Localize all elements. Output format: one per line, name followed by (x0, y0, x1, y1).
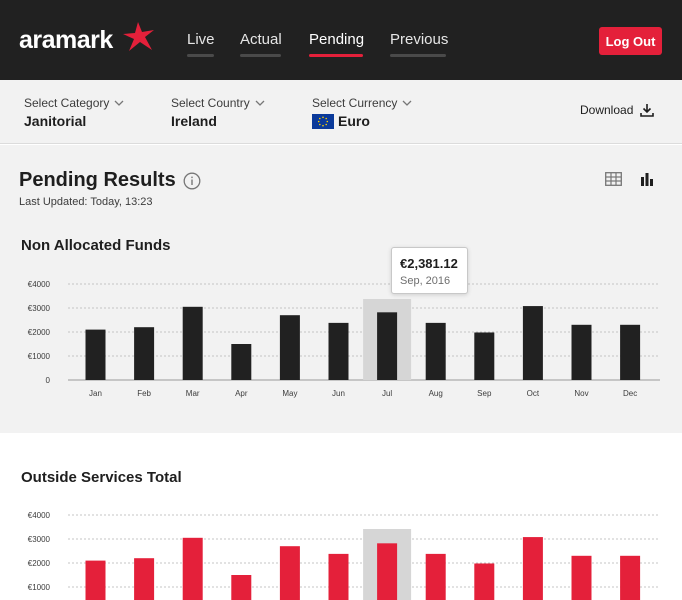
tab-pending[interactable]: Pending (309, 31, 365, 57)
tab-previous[interactable]: Previous (390, 31, 449, 57)
x-tick-label: Nov (574, 389, 588, 398)
y-tick-label: €3000 (28, 535, 51, 544)
results-panel: Pending Results Last Updated: Today, 13:… (0, 145, 682, 433)
y-tick-label: €2000 (28, 559, 51, 568)
tooltip-amount: €2,381.12 (400, 256, 458, 271)
bar-sep (474, 563, 495, 600)
chart-tooltip: €2,381.12 Sep, 2016 (391, 247, 468, 294)
last-updated-text: Last Updated: Today, 13:23 (19, 196, 153, 208)
outside-services-total-chart: €1000 €2000 €3000 €4000 (28, 511, 660, 600)
star-person-icon (123, 22, 154, 51)
tab-actual[interactable]: Actual (240, 31, 282, 57)
aramark-logo[interactable]: aramark (19, 22, 154, 58)
chart-title-outside-services-total: Outside Services Total (21, 469, 182, 486)
bar-dec (620, 324, 641, 380)
category-select-label: Select Category (24, 96, 110, 110)
currency-select[interactable]: Select Currency Euro (312, 96, 412, 129)
bar-jun (328, 553, 349, 600)
tooltip-date: Sep, 2016 (400, 275, 451, 287)
currency-select-value: Euro (338, 113, 370, 129)
tab-underline (390, 54, 446, 57)
bar-jan (85, 560, 106, 600)
tab-underline (187, 54, 214, 57)
category-select-value: Janitorial (24, 113, 87, 129)
bar-nov (571, 555, 592, 600)
country-select-value: Ireland (171, 113, 217, 129)
x-tick-label: Sep (477, 389, 492, 398)
bar-dec (620, 555, 641, 600)
bar-jan (85, 329, 106, 380)
chart-title-non-allocated-funds: Non Allocated Funds (21, 237, 171, 254)
page-title-row: Pending Results (19, 169, 201, 192)
bar-may (279, 546, 300, 600)
x-tick-label: Jan (89, 389, 102, 398)
category-select-label-row: Select Category (24, 96, 124, 110)
bar-apr (231, 575, 252, 600)
download-button[interactable]: Download (580, 103, 655, 117)
x-tick-label: Aug (429, 389, 443, 398)
x-tick-label: Feb (137, 389, 151, 398)
x-tick-label: Mar (186, 389, 200, 398)
bar-apr (231, 344, 252, 380)
chevron-down-icon (402, 100, 412, 106)
chevron-down-icon (255, 100, 265, 106)
currency-select-label: Select Currency (312, 96, 398, 110)
y-tick-label: €2000 (28, 328, 51, 337)
country-select[interactable]: Select Country Ireland (171, 96, 265, 129)
y-tick-label: €1000 (28, 352, 51, 361)
country-select-label-row: Select Country (171, 96, 265, 110)
bar-jul (377, 543, 398, 600)
x-tick-label: Oct (527, 389, 540, 398)
page-title: Pending Results (19, 169, 176, 191)
bar-oct (522, 537, 543, 600)
info-icon[interactable] (183, 172, 201, 190)
bar-sep (474, 332, 495, 380)
currency-select-value-row: Euro (312, 113, 412, 129)
x-tick-label: Jul (382, 389, 392, 398)
tab-actual-label: Actual (240, 31, 282, 48)
table-view-icon[interactable] (605, 172, 622, 186)
y-tick-label: €4000 (28, 511, 51, 520)
tab-live-label: Live (187, 31, 215, 48)
brand-wordmark: aramark (19, 25, 113, 54)
y-tick-label: €3000 (28, 304, 51, 313)
bar-feb (134, 327, 155, 380)
bar-aug (425, 553, 446, 600)
currency-select-label-row: Select Currency (312, 96, 412, 110)
non-allocated-funds-chart: 0 €1000 €2000 €3000 €4000 Jan Feb Mar Apr May Jun J… (28, 280, 660, 398)
logout-button[interactable]: Log Out (599, 27, 662, 55)
tab-underline-active (309, 54, 363, 57)
download-label: Download (580, 103, 634, 117)
tab-live[interactable]: Live (187, 31, 215, 57)
bar-mar (182, 537, 203, 600)
chevron-down-icon (114, 100, 124, 106)
filter-bar: Select Category Janitorial Select Countr… (0, 80, 682, 144)
bar-feb (134, 558, 155, 600)
country-select-label: Select Country (171, 96, 250, 110)
bar-mar (182, 306, 203, 380)
download-icon (640, 104, 655, 117)
category-select[interactable]: Select Category Janitorial (24, 96, 124, 129)
y-tick-label: €4000 (28, 280, 51, 289)
x-tick-label: Apr (235, 389, 248, 398)
x-tick-label: Jun (332, 389, 345, 398)
x-tick-label: Dec (623, 389, 637, 398)
bar-jul (377, 312, 398, 380)
tab-previous-label: Previous (390, 31, 449, 48)
top-navigation-bar: aramark Live Actual Pending Previous Log… (0, 0, 682, 80)
y-tick-label: 0 (46, 376, 51, 385)
tab-pending-label: Pending (309, 31, 365, 48)
eu-flag-icon (312, 113, 334, 129)
bar-chart-view-icon[interactable] (640, 172, 654, 186)
bar-oct (522, 306, 543, 380)
bar-may (279, 315, 300, 380)
bar-aug (425, 322, 446, 380)
tab-underline (240, 54, 281, 57)
bar-nov (571, 324, 592, 380)
x-tick-label: May (282, 389, 297, 398)
bar-jun (328, 322, 349, 380)
y-tick-label: €1000 (28, 583, 51, 592)
